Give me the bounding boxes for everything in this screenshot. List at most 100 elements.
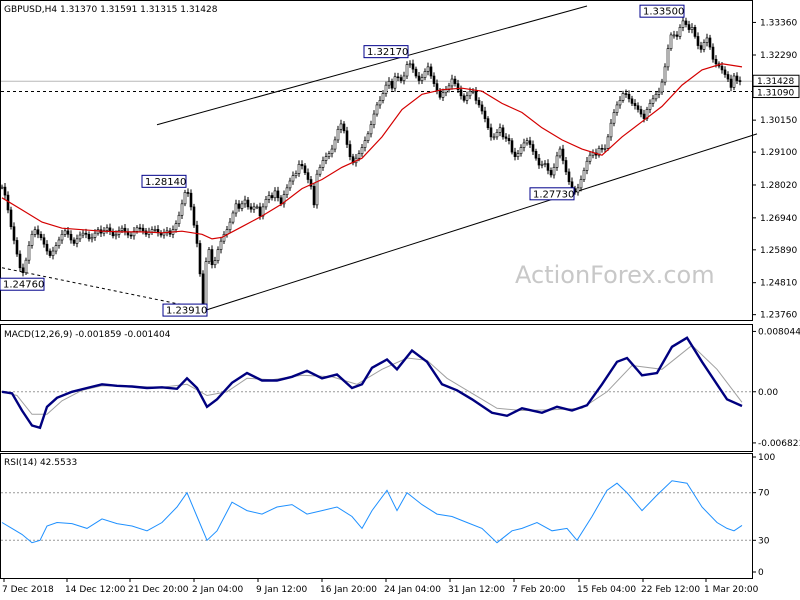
candle-body xyxy=(627,93,631,100)
candle-body xyxy=(498,127,502,133)
candle-body xyxy=(294,173,298,176)
candle-body xyxy=(15,240,19,255)
candle-body xyxy=(357,153,361,159)
candle-body xyxy=(342,123,346,132)
candle-body xyxy=(90,237,94,240)
candle-body xyxy=(9,209,13,227)
candle-body xyxy=(633,103,637,106)
rsi-label: RSI(14) 42.5533 xyxy=(4,458,77,468)
channel-line xyxy=(156,5,588,126)
candle-body xyxy=(276,190,280,199)
candle-body xyxy=(726,74,730,80)
candle-body xyxy=(315,173,319,206)
candle-body xyxy=(390,81,394,89)
candle-body xyxy=(576,187,580,193)
candle-body xyxy=(0,186,4,189)
moving-average xyxy=(1,63,743,240)
candle-body xyxy=(597,148,601,156)
candle-body xyxy=(288,180,292,189)
candle-body xyxy=(309,179,313,187)
price-annotations: 1.24760 1.23910 1.28140 1.32170 1.27730 1.335… xyxy=(0,4,685,317)
candle-body xyxy=(279,197,283,205)
candle-body xyxy=(588,154,592,162)
candle-body xyxy=(387,81,391,86)
time-tick-label: 2 Jan 04:00 xyxy=(192,585,244,595)
rsi-tick-label: 0 xyxy=(758,568,764,578)
price-tick-label: 1.23760 xyxy=(760,311,797,321)
candle-body xyxy=(429,66,433,77)
candle-body xyxy=(606,136,610,149)
candle-body xyxy=(180,203,184,216)
candle-body xyxy=(198,243,202,275)
price-tick-label: 1.26940 xyxy=(760,214,797,224)
candle-body xyxy=(579,179,583,189)
candle-body xyxy=(69,233,73,241)
candle-body xyxy=(321,160,325,168)
annotation-box xyxy=(639,4,685,18)
candle-body xyxy=(720,65,724,71)
candle-body xyxy=(105,227,109,231)
candle-body xyxy=(18,253,22,269)
annotation-box xyxy=(0,277,45,291)
candle-body xyxy=(723,69,727,75)
candle-body xyxy=(450,78,454,87)
macd-main-line xyxy=(1,336,743,430)
candle-body xyxy=(84,232,88,235)
candle-body xyxy=(207,249,211,262)
candle-body xyxy=(21,267,25,274)
candle-body xyxy=(537,157,541,166)
candle-body xyxy=(108,227,112,232)
candle-body xyxy=(120,227,124,231)
reference-level-tag xyxy=(752,86,800,99)
rsi-line-path xyxy=(1,480,743,544)
candle-body xyxy=(369,124,373,135)
candle-body xyxy=(123,227,127,232)
candle-body xyxy=(519,147,523,154)
candle-body xyxy=(516,153,520,157)
candle-body xyxy=(81,232,85,236)
candle-body xyxy=(435,83,439,91)
candle-body xyxy=(36,229,40,235)
candle-body xyxy=(93,232,97,238)
annotation-label: 1.28140 xyxy=(145,177,186,188)
candle-body xyxy=(678,27,682,37)
candle-body xyxy=(183,192,187,205)
candle-body xyxy=(600,148,604,150)
rsi-tick-label: 100 xyxy=(758,453,775,463)
candle-body xyxy=(690,27,694,30)
candle-body xyxy=(234,203,238,214)
candle-body xyxy=(534,151,538,159)
time-tick-label: 7 Feb 20:00 xyxy=(512,585,566,595)
candle-body xyxy=(3,186,7,196)
candle-body xyxy=(504,136,508,139)
candle-body xyxy=(339,123,343,130)
candle-body xyxy=(681,20,685,28)
candle-body xyxy=(564,160,568,173)
candle-body xyxy=(618,100,622,106)
candle-body xyxy=(486,118,490,129)
candle-body xyxy=(561,148,565,161)
candle-body xyxy=(327,153,331,157)
price-header: GBPUSD,H4 1.31370 1.31591 1.31315 1.3142… xyxy=(4,5,218,15)
candle-body xyxy=(513,151,517,157)
watermark: ActionForex.com xyxy=(515,261,715,289)
candle-body xyxy=(363,140,367,148)
price-tick-label: 1.32290 xyxy=(760,51,797,61)
candle-body xyxy=(336,128,340,141)
price-tick-label: 1.30150 xyxy=(760,116,797,126)
candle-body xyxy=(375,104,379,115)
candle-body xyxy=(24,259,28,274)
candle-body xyxy=(63,230,67,235)
candle-body xyxy=(177,214,181,224)
price-tick-label: 1.25890 xyxy=(760,246,797,256)
candle-body xyxy=(510,140,514,153)
price-tick-label: 1.24810 xyxy=(760,279,797,289)
candle-body xyxy=(372,113,376,126)
candle-body xyxy=(282,194,286,205)
candle-body xyxy=(414,68,418,77)
annotation-label: 1.23910 xyxy=(166,306,207,317)
candle-body xyxy=(12,226,16,241)
candle-body xyxy=(420,77,424,81)
candle-body xyxy=(60,233,64,241)
